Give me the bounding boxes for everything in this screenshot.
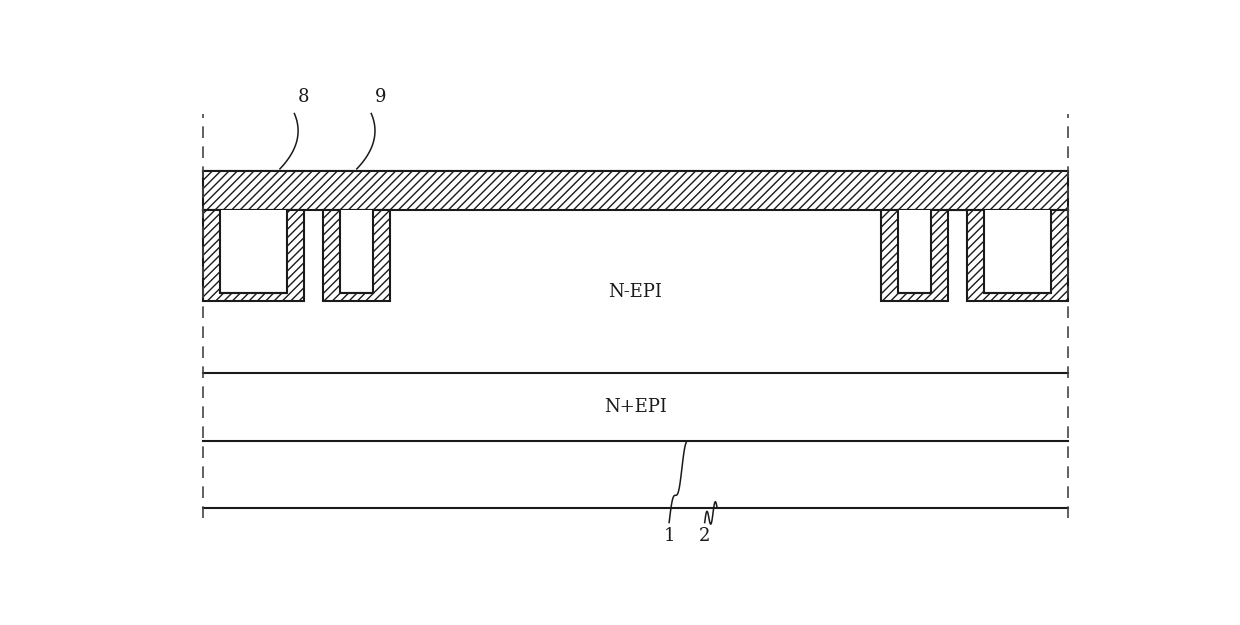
- Bar: [203, 171, 1068, 210]
- Bar: [203, 171, 1068, 210]
- Bar: [324, 210, 391, 301]
- Bar: [221, 210, 847, 301]
- Bar: [221, 210, 286, 292]
- Text: N-EPI: N-EPI: [609, 282, 662, 301]
- Bar: [898, 210, 930, 292]
- Bar: [985, 210, 1050, 292]
- Bar: [324, 210, 391, 301]
- Bar: [203, 210, 304, 301]
- Text: 2: 2: [699, 528, 711, 546]
- Text: N+EPI: N+EPI: [604, 398, 667, 416]
- Bar: [304, 210, 880, 301]
- Text: 8: 8: [298, 88, 310, 106]
- Text: 1: 1: [663, 528, 675, 546]
- Bar: [880, 210, 947, 301]
- Text: 9: 9: [374, 88, 387, 106]
- Bar: [203, 210, 304, 301]
- Bar: [967, 210, 1068, 301]
- Bar: [341, 210, 373, 292]
- Bar: [967, 210, 1068, 301]
- Bar: [391, 210, 880, 301]
- Bar: [880, 210, 947, 301]
